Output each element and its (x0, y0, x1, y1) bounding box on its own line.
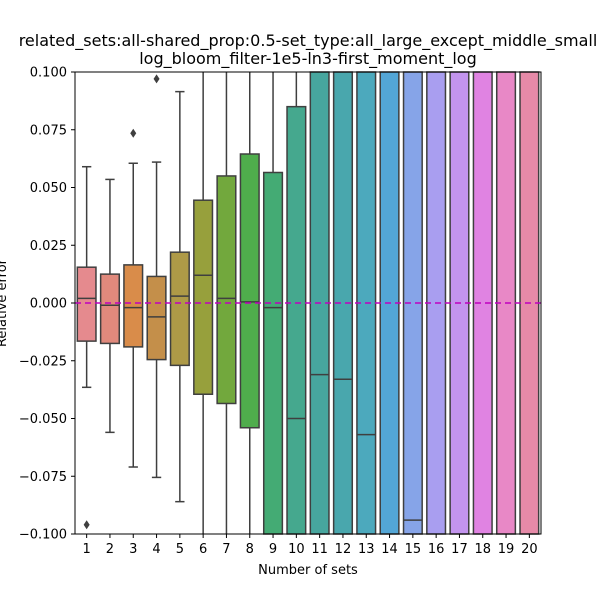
x-tick-label: 8 (246, 542, 254, 557)
y-tick-label: −0.075 (19, 470, 67, 485)
box-group-7 (216, 72, 237, 534)
box-group-5 (169, 90, 190, 503)
chart-title-line-1: related_sets:all-shared_prop:0.5-set_typ… (19, 31, 598, 51)
x-tick-label: 6 (199, 542, 207, 557)
outlier-marker (153, 74, 160, 84)
y-axis: 0.100 0.075 0.050 0.025 0.000 −0.025 −0.050 −0.… (19, 66, 75, 543)
x-tick-label: 11 (311, 542, 328, 557)
x-tick-label: 15 (405, 542, 422, 557)
box (123, 264, 144, 348)
x-tick-label: 16 (428, 542, 445, 557)
y-tick-label: −0.050 (19, 412, 67, 427)
x-axis-label: Number of sets (258, 563, 358, 578)
x-tick-label: 13 (358, 542, 375, 557)
y-axis-label: Relative error (0, 258, 10, 347)
x-tick-label: 5 (176, 542, 184, 557)
box (169, 251, 190, 367)
y-tick-label: −0.100 (19, 528, 67, 543)
box (146, 275, 167, 361)
x-tick-label: 14 (381, 542, 398, 557)
outlier-marker (83, 520, 90, 530)
x-tick-label: 7 (222, 542, 230, 557)
x-tick-label: 19 (498, 542, 515, 557)
y-tick-label: −0.025 (19, 354, 67, 369)
x-tick-label: 9 (269, 542, 277, 557)
box-group-6 (193, 72, 214, 534)
x-tick-label: 2 (106, 542, 114, 557)
outlier-marker (130, 128, 137, 138)
x-axis: 1 2 3 4 5 6 7 8 9 10 11 12 13 14 15 16 17 18 19 20 (83, 534, 538, 557)
box (262, 171, 284, 535)
x-tick-label: 18 (474, 542, 491, 557)
x-tick-label: 4 (152, 542, 160, 557)
box (76, 266, 97, 342)
box (216, 175, 237, 405)
box-group-2 (99, 178, 121, 434)
box (239, 153, 260, 429)
y-tick-label: 0.100 (30, 66, 67, 81)
x-tick-label: 1 (83, 542, 91, 557)
box (286, 105, 307, 535)
x-tick-label: 17 (451, 542, 468, 557)
box-group-8 (239, 72, 260, 534)
box-group-4 (146, 74, 167, 479)
y-tick-label: 0.025 (30, 239, 67, 254)
chart-title-line-2: log_bloom_filter-1e5-ln3-first_moment_lo… (139, 49, 477, 69)
box (99, 273, 121, 345)
y-tick-label: 0.075 (30, 123, 67, 138)
x-tick-label: 12 (335, 542, 352, 557)
y-tick-label: 0.050 (30, 181, 67, 196)
x-tick-label: 10 (288, 542, 305, 557)
x-tick-label: 3 (129, 542, 137, 557)
x-tick-label: 20 (521, 542, 538, 557)
box-group-3 (123, 128, 144, 468)
plot-content (75, 71, 541, 535)
box (193, 199, 214, 395)
box-group-1 (76, 165, 97, 530)
y-tick-label: 0.000 (30, 297, 67, 312)
